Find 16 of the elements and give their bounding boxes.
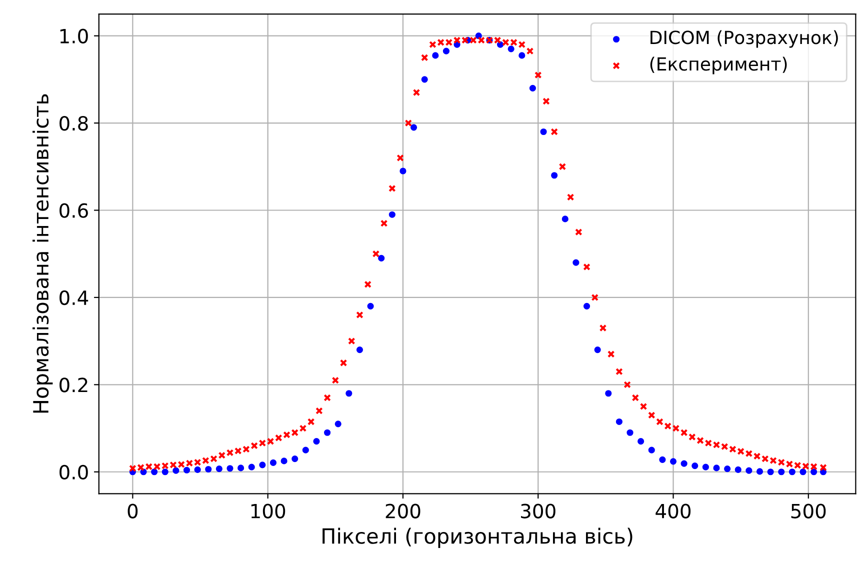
- y-tick-label: 1.0: [60, 28, 88, 44]
- y-tick-label: 0.8: [60, 116, 88, 131]
- y-axis-title: Нормалізована інтенсивність: [32, 94, 53, 413]
- x-tick-label: 400: [656, 504, 691, 518]
- x-tick-label: 100: [251, 504, 286, 518]
- x-tick-label: 300: [521, 504, 556, 518]
- x-tick-label: 500: [791, 504, 826, 518]
- y-tick-label: 0.6: [60, 203, 88, 218]
- x-tick-label: 0: [128, 504, 138, 518]
- legend-label: DICOM (Розрахунок): [650, 30, 838, 48]
- legend-label: (Експеримент): [650, 56, 787, 74]
- y-tick-label: 0.2: [60, 378, 88, 392]
- x-tick-label: 200: [386, 504, 420, 518]
- x-axis-title: Пікселі (горизонтальна вісь): [322, 528, 632, 548]
- y-tick-label: 0.0: [60, 464, 88, 480]
- y-tick-label: 0.4: [60, 290, 88, 306]
